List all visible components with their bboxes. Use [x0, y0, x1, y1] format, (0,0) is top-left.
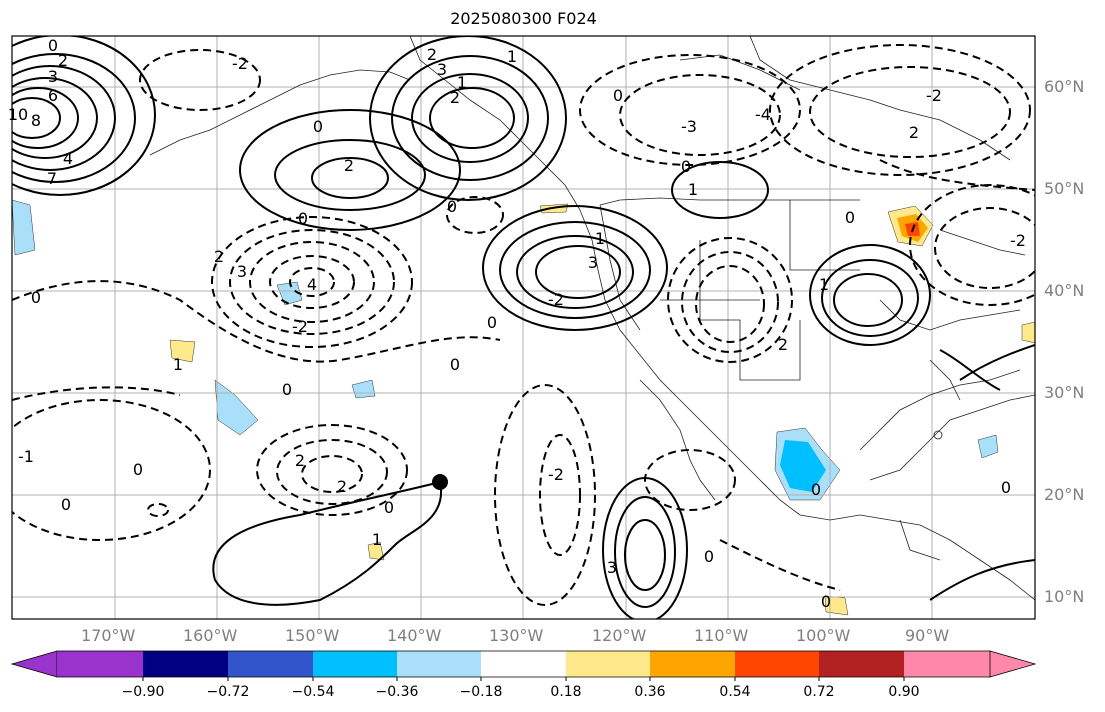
lon-label-150w: 150°W [285, 626, 340, 645]
contour-label: -2 [1010, 231, 1026, 250]
contour-label: 0 [61, 495, 71, 514]
negative-contours [12, 44, 1035, 606]
contour-label: 2 [909, 123, 919, 142]
contour-label: -2 [548, 290, 564, 309]
contour-label: 0 [487, 313, 497, 332]
contour-label: 0 [48, 36, 58, 55]
lon-label-110w: 110°W [694, 626, 749, 645]
contour-label: 0 [313, 117, 323, 136]
contour-label: 2 [58, 51, 68, 70]
contour-label: -2 [292, 317, 308, 336]
lat-label-20n: 20°N [1044, 485, 1085, 504]
map-frame [11, 35, 1036, 620]
contour-label: 0 [31, 288, 41, 307]
contour-label: 0 [845, 208, 855, 227]
contour-label: 0 [384, 498, 394, 517]
contour-label: 2 [778, 335, 788, 354]
contour-label: 1 [173, 355, 183, 374]
contour-label: 4 [307, 275, 317, 294]
lon-label-120w: 120°W [592, 626, 647, 645]
contour-label: 2 [295, 451, 305, 470]
lon-label-170w: 170°W [81, 626, 136, 645]
lon-label-160w: 160°W [183, 626, 238, 645]
center-marker [432, 474, 448, 490]
contour-label: 0 [613, 86, 623, 105]
contour-label: 0 [450, 355, 460, 374]
colorbar-tick-label: −0.72 [206, 684, 250, 700]
contour-label: 0 [1001, 478, 1011, 497]
colorbar-tick-label: 0.18 [550, 684, 582, 700]
contour-label: -4 [755, 105, 771, 124]
colorbar-tick-label: −0.18 [459, 684, 503, 700]
colorbar [10, 650, 1037, 681]
contour-label: 1 [595, 229, 605, 248]
contour-label: -3 [681, 117, 697, 136]
contour-labels: 0 2 3 6 10 8 4 7 -2 2 3 1 2 1 0 2 0 3 2 … [8, 36, 1026, 611]
contour-label: 1 [457, 73, 467, 92]
contour-label: 2 [450, 88, 460, 107]
lat-label-40n: 40°N [1044, 281, 1085, 300]
shaded-anomaly-regions [12, 199, 1035, 616]
lat-label-30n: 30°N [1044, 383, 1085, 402]
colorbar-tick-label: 0.54 [719, 684, 751, 700]
lon-label-90w: 90°W [905, 626, 950, 645]
lon-label-130w: 130°W [489, 626, 544, 645]
contour-label: 2 [427, 45, 437, 64]
colorbar-tick-label: 0.72 [803, 684, 835, 700]
map-title: 2025080300 F024 [450, 9, 597, 28]
contour-label: 3 [48, 67, 58, 86]
map-gridlines [12, 36, 1035, 619]
contour-label: 3 [437, 60, 447, 79]
contour-label: -1 [18, 447, 34, 466]
lat-label-60n: 60°N [1044, 77, 1085, 96]
lon-label-140w: 140°W [387, 626, 442, 645]
contour-label: -2 [926, 86, 942, 105]
contour-label: 0 [821, 592, 831, 611]
contour-label: 0 [811, 480, 821, 499]
contour-label: 2 [337, 477, 347, 496]
contour-label: 0 [704, 547, 714, 566]
contour-label: 3 [607, 558, 617, 577]
contour-label: 1 [688, 180, 698, 199]
contour-label: -2 [548, 465, 564, 484]
lat-label-10n: 10°N [1044, 587, 1085, 606]
contour-label: 0 [133, 460, 143, 479]
colorbar-tick-label: −0.54 [291, 684, 335, 700]
contour-label: 3 [588, 253, 598, 272]
positive-contours [12, 36, 1035, 619]
contour-label: 8 [31, 111, 41, 130]
contour-label: 7 [47, 169, 57, 188]
contour-label: 1 [372, 530, 382, 549]
colorbar-tick-label: −0.90 [121, 684, 165, 700]
contour-label: 3 [237, 262, 247, 281]
contour-label: 0 [447, 197, 457, 216]
contour-label: 2 [214, 247, 224, 266]
contour-label: -2 [232, 54, 248, 73]
contour-label: 0 [681, 157, 691, 176]
contour-label: 1 [507, 47, 517, 66]
contour-label: 6 [48, 86, 58, 105]
contour-label: 4 [63, 149, 73, 168]
contour-label: 0 [282, 380, 292, 399]
contour-label: 2 [344, 156, 354, 175]
lat-label-50n: 50°N [1044, 179, 1085, 198]
contour-label: 10 [8, 105, 28, 124]
contour-label: 1 [819, 275, 829, 294]
lon-label-100w: 100°W [796, 626, 851, 645]
colorbar-tick-label: −0.36 [375, 684, 419, 700]
contour-label: 0 [298, 209, 308, 228]
colorbar-tick-label: 0.36 [634, 684, 666, 700]
colorbar-tick-label: 0.90 [888, 684, 920, 700]
